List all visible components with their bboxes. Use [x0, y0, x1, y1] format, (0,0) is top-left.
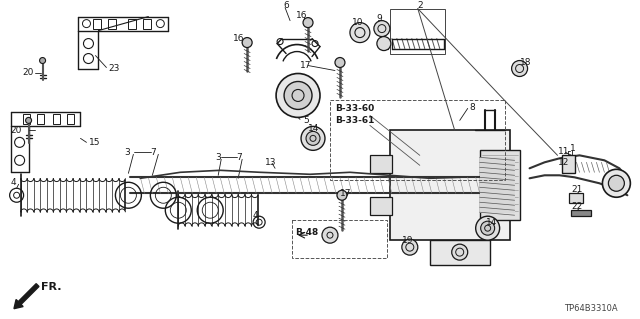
Circle shape: [481, 221, 495, 235]
Bar: [390, 9, 445, 54]
Bar: [561, 155, 575, 173]
Text: 16: 16: [233, 34, 244, 43]
Bar: [129, 19, 136, 29]
Bar: [52, 115, 60, 124]
Circle shape: [337, 190, 347, 200]
Bar: [330, 100, 504, 180]
Circle shape: [306, 131, 320, 145]
Text: 7: 7: [236, 153, 242, 162]
Text: 6: 6: [283, 1, 289, 10]
Text: 7: 7: [150, 148, 156, 157]
Circle shape: [276, 73, 320, 117]
Circle shape: [40, 57, 45, 63]
Circle shape: [26, 117, 31, 123]
Circle shape: [609, 175, 625, 191]
Text: 13: 13: [265, 158, 276, 167]
Text: 23: 23: [108, 64, 120, 73]
Text: TP64B3310A: TP64B3310A: [564, 303, 618, 313]
Text: 12: 12: [557, 158, 569, 167]
Text: 21: 21: [572, 185, 583, 194]
Circle shape: [303, 18, 313, 28]
Bar: [108, 19, 116, 29]
Text: 10: 10: [352, 18, 364, 27]
Text: 15: 15: [88, 138, 100, 147]
Text: 22: 22: [572, 202, 583, 211]
Circle shape: [374, 21, 390, 37]
Text: 3: 3: [215, 153, 221, 162]
Text: 4: 4: [11, 178, 16, 187]
Text: 17: 17: [340, 189, 351, 198]
Circle shape: [511, 61, 527, 77]
Text: 17: 17: [300, 61, 312, 70]
Bar: [67, 115, 74, 124]
Text: 8: 8: [470, 103, 476, 112]
Circle shape: [301, 126, 325, 150]
Text: 3: 3: [124, 148, 130, 157]
Bar: [570, 193, 584, 203]
Text: B-33-61: B-33-61: [335, 116, 374, 125]
Text: 20: 20: [22, 68, 34, 77]
Circle shape: [602, 169, 630, 197]
Text: 14: 14: [308, 124, 319, 133]
Text: 16: 16: [296, 11, 308, 20]
Bar: [370, 155, 392, 173]
Bar: [22, 115, 29, 124]
Circle shape: [377, 37, 391, 50]
Circle shape: [242, 38, 252, 48]
Bar: [430, 240, 490, 265]
Text: FR.: FR.: [40, 282, 61, 292]
Bar: [36, 115, 44, 124]
Circle shape: [452, 244, 468, 260]
Bar: [572, 210, 591, 216]
Bar: [479, 150, 520, 220]
Text: B-48: B-48: [295, 228, 318, 237]
Text: 18: 18: [520, 58, 531, 67]
Bar: [370, 197, 392, 215]
Bar: [479, 157, 515, 213]
Text: 5: 5: [303, 116, 308, 125]
Circle shape: [476, 216, 500, 240]
Circle shape: [402, 239, 418, 255]
Circle shape: [322, 227, 338, 243]
Text: 11: 11: [557, 147, 569, 156]
Text: 19: 19: [402, 236, 413, 245]
Text: B-33-60: B-33-60: [335, 104, 374, 113]
Text: 14: 14: [486, 218, 497, 227]
Circle shape: [284, 81, 312, 109]
FancyArrow shape: [14, 284, 39, 309]
Circle shape: [335, 57, 345, 68]
Text: 1: 1: [570, 144, 575, 153]
Bar: [390, 130, 509, 240]
Bar: [93, 19, 102, 29]
Text: 4: 4: [252, 211, 258, 220]
Text: 9: 9: [376, 14, 381, 23]
Text: 2: 2: [418, 1, 424, 10]
Bar: [292, 220, 387, 258]
Text: 20: 20: [11, 126, 22, 135]
Circle shape: [350, 23, 370, 42]
Bar: [143, 19, 151, 29]
